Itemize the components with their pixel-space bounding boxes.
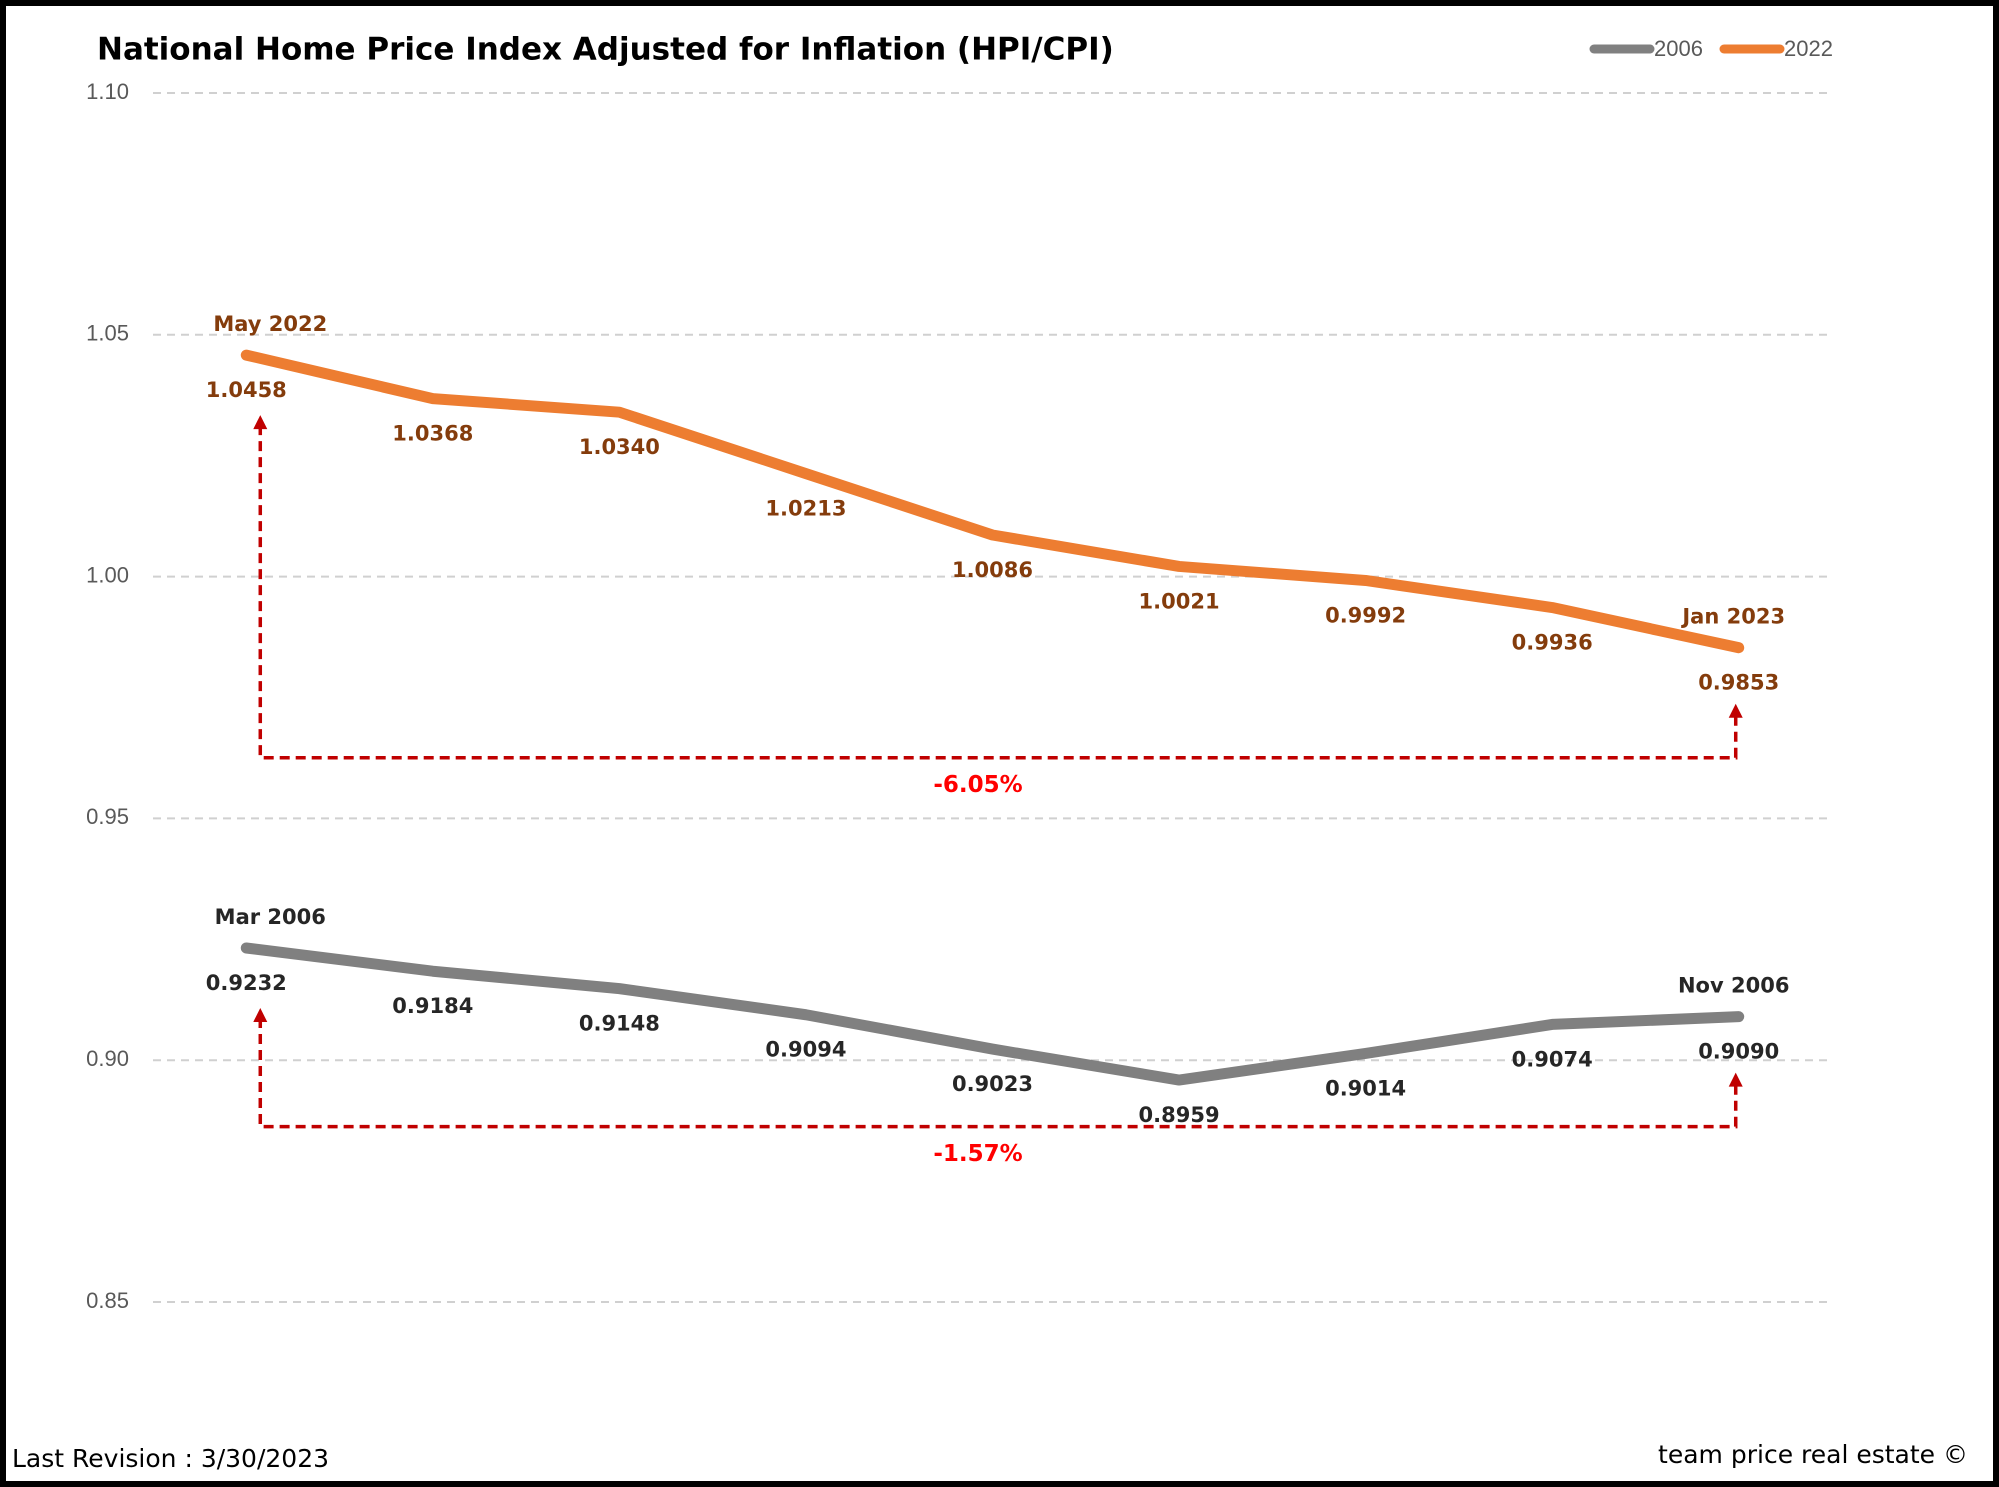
- change-label: -6.05%: [933, 772, 1022, 798]
- end-label: Jan 2023: [1680, 605, 1785, 629]
- data-label: 1.0368: [392, 422, 473, 446]
- data-label: 0.9023: [952, 1072, 1033, 1096]
- data-label: 1.0340: [579, 435, 660, 459]
- y-tick-label: 1.00: [86, 562, 129, 587]
- data-label: 1.0213: [765, 497, 846, 521]
- y-tick-label: 1.05: [86, 321, 129, 346]
- arrow-head: [253, 1008, 268, 1023]
- data-label: 1.0458: [206, 378, 287, 402]
- data-label: 0.9090: [1698, 1040, 1779, 1064]
- change-bracket: [258, 1018, 1738, 1129]
- series-line: [240, 942, 1745, 1086]
- chart-title: National Home Price Index Adjusted for I…: [97, 32, 1114, 68]
- data-label: 1.0021: [1139, 589, 1220, 613]
- footer-right: team price real estate ©: [1658, 1440, 1968, 1469]
- arrow-head: [253, 415, 268, 430]
- data-label: 0.9992: [1325, 603, 1406, 627]
- data-label: 0.9074: [1512, 1047, 1593, 1071]
- arrow-head: [1728, 703, 1743, 718]
- start-label: May 2022: [213, 312, 327, 336]
- data-label: 0.9148: [579, 1012, 660, 1036]
- data-label: 0.9936: [1512, 631, 1593, 655]
- data-label: 0.9232: [206, 971, 287, 995]
- legend-label: 2006: [1654, 36, 1703, 61]
- y-tick-label: 0.90: [86, 1046, 129, 1071]
- legend-label: 2022: [1784, 36, 1833, 61]
- y-tick-label: 0.95: [86, 804, 129, 829]
- arrow-head: [1728, 1072, 1743, 1087]
- change-label: -1.57%: [933, 1141, 1022, 1167]
- data-label: 0.9184: [392, 994, 473, 1018]
- data-label: 0.9014: [1325, 1076, 1406, 1100]
- data-label: 1.0086: [952, 558, 1033, 582]
- y-tick-label: 0.85: [86, 1288, 129, 1313]
- series-line: [240, 349, 1745, 654]
- y-tick-label: 1.10: [86, 79, 129, 104]
- change-bracket: [258, 425, 1738, 760]
- data-label: 0.9853: [1698, 671, 1779, 695]
- footer-left: Last Revision : 3/30/2023: [12, 1444, 329, 1473]
- end-label: Nov 2006: [1678, 974, 1789, 998]
- data-label: 0.9094: [765, 1038, 846, 1062]
- data-label: 0.8959: [1139, 1103, 1220, 1127]
- start-label: Mar 2006: [215, 905, 326, 929]
